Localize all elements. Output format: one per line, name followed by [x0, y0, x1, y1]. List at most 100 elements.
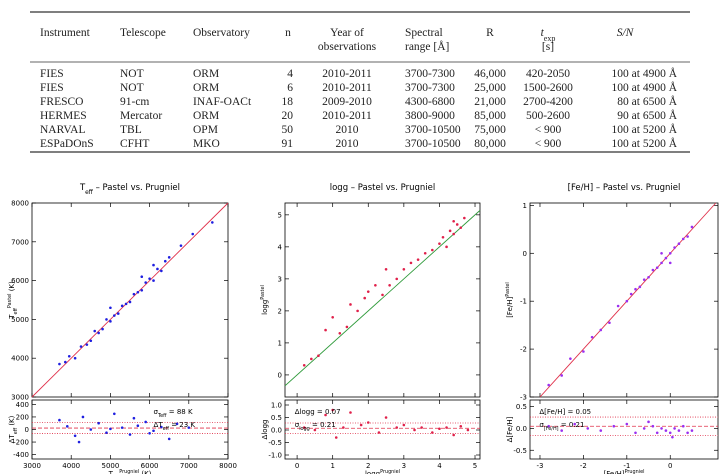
data-point: [356, 309, 359, 313]
data-point: [144, 281, 147, 284]
data-point: [459, 424, 463, 428]
data-point: [163, 259, 167, 263]
data-point: [668, 431, 672, 435]
identity-line: [31, 202, 229, 398]
data-point: [655, 431, 659, 435]
y-tick-label: 0.0: [271, 427, 282, 435]
data-point: [438, 242, 441, 245]
data-point: [381, 293, 384, 297]
data-point: [317, 354, 320, 358]
data-point: [120, 304, 124, 308]
x-tick-label: -3: [536, 462, 543, 470]
y-tick-label: -0.5: [268, 439, 282, 447]
data-point: [642, 278, 646, 281]
data-point: [431, 431, 434, 434]
data-point: [560, 374, 563, 377]
data-point: [81, 415, 85, 419]
text-part: (K): [139, 470, 152, 474]
panel: [Fe/H] – Pastel vs. Prugniel -3 -2 -1 0 1 [Fe/…: [505, 183, 719, 474]
y-tick-label: 5: [278, 211, 282, 219]
text-part: logg: [365, 470, 380, 474]
data-point: [93, 329, 97, 333]
data-point: [629, 292, 633, 296]
text-part: exp: [544, 34, 556, 43]
data-point: [660, 261, 663, 265]
y-tick-label: -1.0: [268, 452, 282, 460]
data-point: [64, 360, 67, 364]
x-tick-label: 3000: [23, 462, 41, 470]
text-part: Pastel: [505, 282, 511, 297]
data-point: [148, 277, 151, 280]
table-cell: 500-2600: [526, 110, 570, 122]
text-part: Year of: [330, 27, 364, 39]
data-point: [459, 226, 463, 229]
table-cell: FRESCO: [40, 96, 83, 108]
table-cell: 1500-2600: [523, 82, 573, 94]
x-tick-label: 5: [473, 462, 477, 470]
text-part: Prugniel: [625, 469, 645, 474]
table-cell: < 900: [535, 138, 562, 150]
data-point: [77, 440, 81, 444]
data-point: [573, 422, 577, 426]
text-part: n: [285, 27, 291, 39]
data-point: [452, 219, 455, 223]
data-point: [625, 422, 629, 426]
data-point: [313, 428, 317, 432]
data-point: [599, 429, 603, 432]
data-point: [101, 327, 104, 331]
data-point: [423, 251, 427, 255]
text-part: Observatory: [193, 27, 250, 39]
table-cell: 90 at 6500 Å: [617, 108, 677, 122]
table-cell: 420-2050: [526, 68, 570, 80]
plot-frame: [529, 202, 719, 398]
table-cell: CFHT: [120, 138, 149, 150]
data-point: [331, 315, 334, 319]
column-header: [s]: [542, 41, 554, 53]
annotation: Δlogg = 0.07: [295, 408, 341, 416]
column-header: observations: [318, 41, 377, 53]
data-point: [148, 431, 151, 435]
x-tick-label: -1: [623, 462, 630, 470]
plot-frame: [31, 202, 229, 398]
data-point: [647, 420, 650, 424]
text-part: ΔT: [154, 421, 164, 429]
table-cell: 91: [282, 138, 294, 150]
text-part: Δlogg: [261, 420, 269, 440]
data-point: [660, 251, 663, 255]
x-axis-label: [Fe/H]Prugniel: [604, 469, 645, 474]
table-cell: 3800-9000: [405, 110, 455, 122]
text-part: [Fe/H] – Pastel vs. Prugniel: [568, 183, 681, 193]
data-point: [673, 246, 676, 249]
table-cell: ORM: [193, 68, 219, 80]
text-part: Spectral: [405, 27, 443, 39]
text-part: = 0.21: [559, 421, 585, 429]
data-point: [89, 339, 93, 343]
y-tick-label: -3: [520, 394, 527, 402]
data-point: [345, 325, 349, 329]
data-point: [586, 427, 590, 430]
y-axis-label: [Fe/H]Pastel: [505, 282, 514, 318]
table-cell: 2009-2010: [322, 96, 372, 108]
data-point: [677, 429, 681, 432]
table-cell: 85,000: [474, 110, 506, 122]
x-tick-label: 7000: [180, 462, 198, 470]
data-point: [65, 425, 69, 428]
text-part: Δ[Fe/H]: [506, 416, 514, 442]
data-point: [651, 424, 655, 428]
x-tick-label: 6000: [141, 462, 159, 470]
x-tick-label: 3: [402, 462, 406, 470]
column-header: Telescope: [120, 27, 166, 39]
table-cell: 18: [282, 96, 294, 108]
x-axis-label: loggPrugniel: [365, 469, 400, 474]
data-point: [191, 232, 195, 236]
data-point: [420, 426, 423, 429]
data-point: [651, 268, 655, 272]
column-header: R: [486, 27, 494, 39]
y-tick-label: 0.0: [516, 425, 527, 433]
table-cell: 2010-2011: [322, 110, 372, 122]
y-tick-label: 6000: [11, 277, 29, 285]
plot-frame: [529, 399, 719, 460]
data-point: [97, 421, 100, 425]
data-point: [668, 261, 672, 265]
